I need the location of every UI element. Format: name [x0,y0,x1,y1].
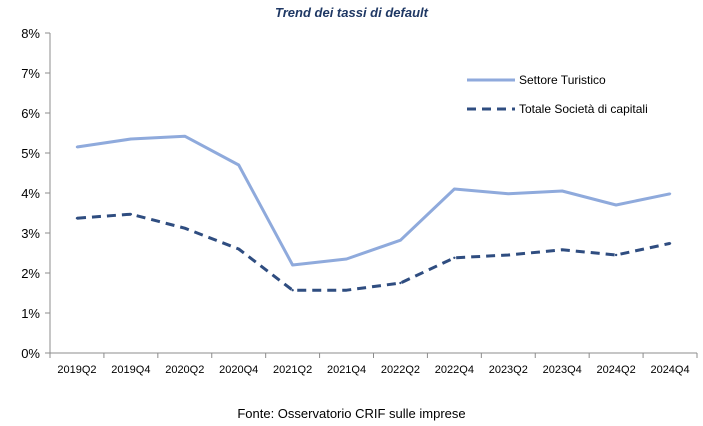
y-tick-label: 7% [21,66,40,81]
x-tick-label: 2024Q4 [650,364,689,376]
series-1-point [75,145,79,149]
x-tick-label: 2019Q2 [57,364,96,376]
series-line-2 [76,212,671,292]
y-tick-label: 5% [21,146,40,161]
x-tick-label: 2021Q4 [327,364,366,376]
y-axis-ticks: 0% 1% 2% 3% 4% 5% 6% 7% 8% [21,26,50,361]
x-tick-label: 2022Q2 [381,364,420,376]
series-2-point [291,289,294,292]
x-tick-label: 2024Q2 [597,364,636,376]
series-2-point [668,242,672,245]
y-tick-label: 4% [21,186,40,201]
x-tick-label: 2021Q2 [273,364,312,376]
series-2-point [237,247,240,251]
y-tick-label: 2% [21,266,40,281]
series-line-1 [76,134,671,267]
series-2-point [399,281,402,285]
series-1-point [237,163,240,167]
series-1-point [453,187,456,191]
x-tick-label: 2023Q4 [543,364,582,376]
legend-label-1: Settore Turistico [519,73,606,87]
series-2-point [345,289,348,292]
series-2-point [453,256,456,259]
source-note: Fonte: Osservatorio CRIF sulle imprese [237,406,466,421]
x-tick-label: 2020Q4 [219,364,258,376]
series-1-point [399,239,402,242]
series-1-point [183,135,186,138]
y-tick-label: 3% [21,226,40,241]
x-tick-label: 2020Q2 [165,364,204,376]
y-tick-label: 0% [21,346,40,361]
series-1-point [129,137,133,141]
series-2-point [75,217,79,220]
series-2-point [561,248,564,251]
x-tick-label: 2022Q4 [435,364,474,376]
x-tick-label: 2019Q4 [111,364,150,376]
series-2-point [614,253,618,257]
series-2-point [129,213,133,216]
series-2-point [183,227,186,230]
legend: Settore Turistico Totale Società di capit… [467,73,648,116]
series-2-point [507,253,510,257]
y-tick-label: 1% [21,306,40,321]
series-1-point [507,192,510,195]
series-lines [75,134,672,292]
x-tick-label: 2023Q2 [489,364,528,376]
legend-label-2: Totale Società di capitali [519,102,648,116]
series-1-point [668,192,672,195]
series-1-point [614,203,618,207]
x-axis-ticks: 2019Q2 2019Q4 2020Q2 2020Q4 2021Q2 2021Q4 2022… [49,353,698,376]
y-tick-label: 8% [21,26,40,41]
series-1-point [561,189,564,193]
series-1-point [291,263,294,267]
chart-title: Trend dei tassi di default [275,5,428,20]
y-tick-label: 6% [21,106,40,121]
series-1-point [345,257,348,261]
